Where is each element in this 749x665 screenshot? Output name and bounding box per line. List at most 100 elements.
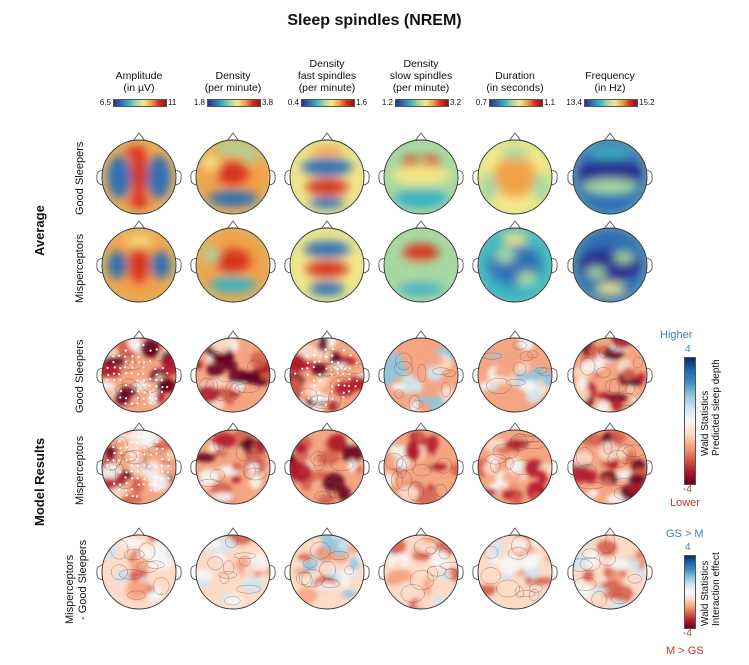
significant-electrode — [131, 435, 134, 438]
head-nose — [414, 132, 428, 142]
topomap-row1-col1 — [190, 220, 276, 303]
significant-electrode — [106, 464, 109, 467]
significant-electrode — [318, 360, 321, 363]
head-nose — [226, 132, 240, 142]
legend-interaction-colorbar — [684, 555, 696, 629]
significant-electrode — [113, 378, 116, 382]
head-ear-right — [456, 169, 464, 186]
head-nose — [320, 422, 334, 432]
significant-electrode — [148, 483, 151, 486]
significant-electrode — [149, 378, 152, 381]
topomap-row3-col0 — [96, 422, 182, 505]
significant-electrode — [160, 464, 163, 467]
head-ear-right — [550, 367, 558, 384]
significant-electrode — [330, 390, 334, 393]
significant-electrode — [125, 471, 128, 474]
significant-electrode — [155, 397, 158, 400]
column-header-line1: Amplitude — [115, 70, 163, 82]
significant-electrode — [155, 373, 158, 376]
significant-electrode — [318, 379, 321, 383]
significant-electrode — [342, 372, 345, 376]
significant-electrode — [154, 465, 157, 468]
significant-electrode — [167, 477, 170, 480]
head-outline — [195, 429, 271, 505]
significant-electrode — [136, 390, 140, 393]
topomap-row1-col3 — [378, 220, 464, 303]
head-ear-right — [268, 257, 276, 274]
legend-interaction-bottom-value: -4 — [683, 628, 692, 639]
legend-interaction-top-value: 4 — [685, 542, 691, 553]
head-outline — [195, 139, 271, 215]
head-outline — [572, 227, 648, 303]
significant-electrode — [142, 397, 145, 400]
column-colorbar-min: 0.7 — [475, 98, 487, 107]
topomap-row0-col2 — [284, 132, 370, 215]
significant-electrode — [161, 367, 164, 370]
significant-electrode — [119, 378, 122, 381]
significant-electrode — [313, 354, 316, 357]
head-ear-left — [284, 169, 292, 186]
head-nose — [508, 330, 522, 340]
topomap-row4-col4 — [472, 527, 558, 610]
column-header-line2: (in seconds) — [486, 82, 544, 94]
topomap-row0-col1 — [190, 132, 276, 215]
significant-electrode — [318, 391, 321, 394]
head-ear-left — [472, 367, 480, 384]
legend-depth-bottom-label: Lower — [670, 497, 700, 509]
topomap-row0-col5 — [567, 132, 653, 215]
significant-electrode — [343, 367, 346, 371]
head-nose — [603, 330, 617, 340]
head-outline — [572, 139, 648, 215]
head-ear-right — [362, 564, 370, 581]
head-ear-right — [550, 257, 558, 274]
significant-electrode — [124, 489, 128, 492]
significant-electrode — [343, 384, 346, 387]
significant-electrode — [155, 385, 158, 388]
head-nose — [508, 132, 522, 142]
significant-electrode — [119, 447, 122, 450]
head-outline — [101, 534, 177, 610]
row-label-0: Good Sleepers — [74, 141, 86, 215]
significant-electrode — [166, 453, 170, 456]
head-ear-right — [645, 367, 653, 384]
head-nose — [320, 330, 334, 340]
head-outline — [477, 429, 553, 505]
significant-electrode — [137, 373, 140, 376]
significant-electrode — [149, 359, 152, 363]
legend-interaction-title-line2: Interaction effect — [711, 552, 722, 626]
head-nose — [226, 220, 240, 230]
topomap-row0-col3 — [378, 132, 464, 215]
row-label-2: Good Sleepers — [74, 339, 86, 413]
topomap-row1-col2 — [284, 220, 370, 303]
head-nose — [603, 220, 617, 230]
topomap-row2-col3 — [378, 330, 464, 413]
group-label-average: Average — [32, 205, 47, 256]
head-ear-left — [472, 257, 480, 274]
head-nose — [132, 330, 146, 340]
topomap-row2-col2 — [284, 330, 370, 413]
head-outline — [383, 227, 459, 303]
significant-electrode — [123, 366, 127, 369]
head-ear-left — [190, 169, 198, 186]
legend-interaction-title: Wald Statistics Interaction effect — [700, 552, 722, 626]
significant-electrode — [143, 446, 146, 449]
significant-electrode — [112, 372, 116, 375]
significant-electrode — [148, 390, 152, 393]
column-colorbar-min: 13.4 — [566, 98, 582, 107]
significant-electrode — [131, 366, 134, 369]
significant-electrode — [118, 488, 121, 491]
head-outline — [383, 139, 459, 215]
significant-electrode — [143, 391, 146, 394]
significant-electrode — [300, 391, 304, 395]
head-ear-right — [268, 367, 276, 384]
significant-electrode — [106, 366, 109, 370]
head-ear-right — [174, 169, 182, 186]
topomap-row3-col5 — [567, 422, 653, 505]
significant-electrode — [112, 482, 116, 485]
significant-electrode — [348, 367, 352, 370]
significant-electrode — [337, 379, 340, 383]
head-ear-left — [284, 564, 292, 581]
significant-electrode — [342, 396, 345, 399]
significant-electrode — [325, 397, 328, 400]
significant-electrode — [119, 390, 123, 393]
